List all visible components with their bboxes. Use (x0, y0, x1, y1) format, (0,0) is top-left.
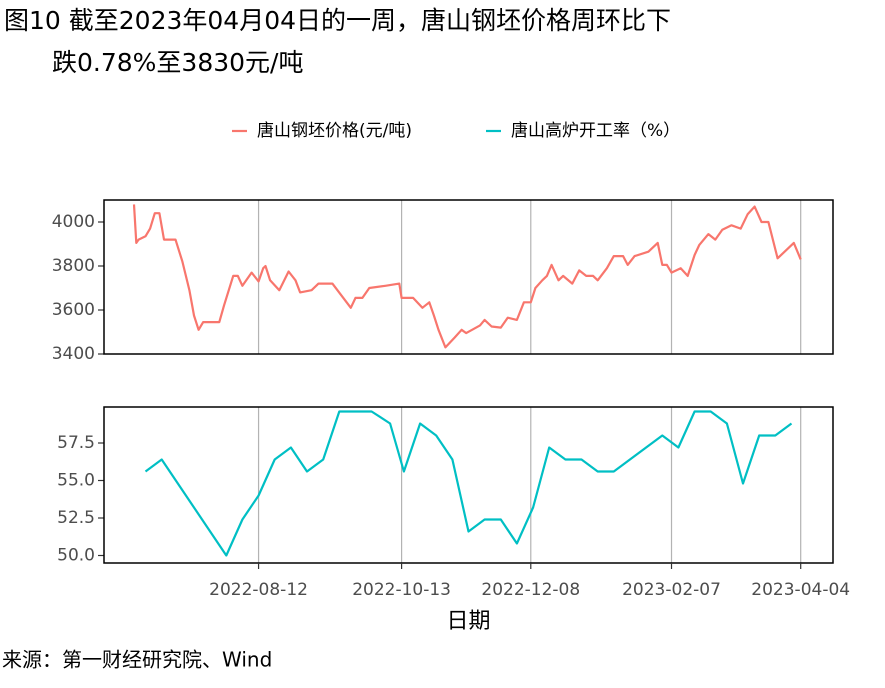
y-tick-label: 57.5 (57, 433, 95, 453)
panel-border (103, 199, 834, 355)
y-tick-label: 3400 (52, 344, 95, 364)
x-tick-label: 2023-04-04 (751, 580, 850, 600)
legend-label: 唐山钢坯价格(元/吨) (257, 120, 412, 141)
line (144, 410, 793, 557)
x-tick-label: 2022-12-08 (481, 580, 580, 600)
y-tick-label: 3600 (52, 300, 95, 320)
line (132, 204, 802, 349)
x-tick-label: 2022-10-13 (352, 580, 451, 600)
chart-title: 跌0.78%至3830元/吨 (52, 48, 303, 77)
chart-title: 图10 截至2023年04月04日的一周，唐山钢坯价格周环比下 (4, 6, 671, 35)
y-tick-label: 3800 (52, 256, 95, 276)
x-tick-label: 2022-08-12 (209, 580, 308, 600)
y-tick-label: 4000 (52, 212, 95, 232)
legend-label: 唐山高炉开工率（%） (511, 120, 680, 141)
panel-border (103, 406, 834, 564)
x-axis-label: 日期 (446, 609, 490, 634)
x-tick-label: 2023-02-07 (622, 580, 721, 600)
y-tick-label: 55.0 (57, 471, 95, 491)
y-tick-label: 52.5 (57, 508, 95, 528)
y-tick-label: 50.0 (57, 546, 95, 566)
source: 来源：第一财经研究院、Wind (2, 648, 272, 672)
